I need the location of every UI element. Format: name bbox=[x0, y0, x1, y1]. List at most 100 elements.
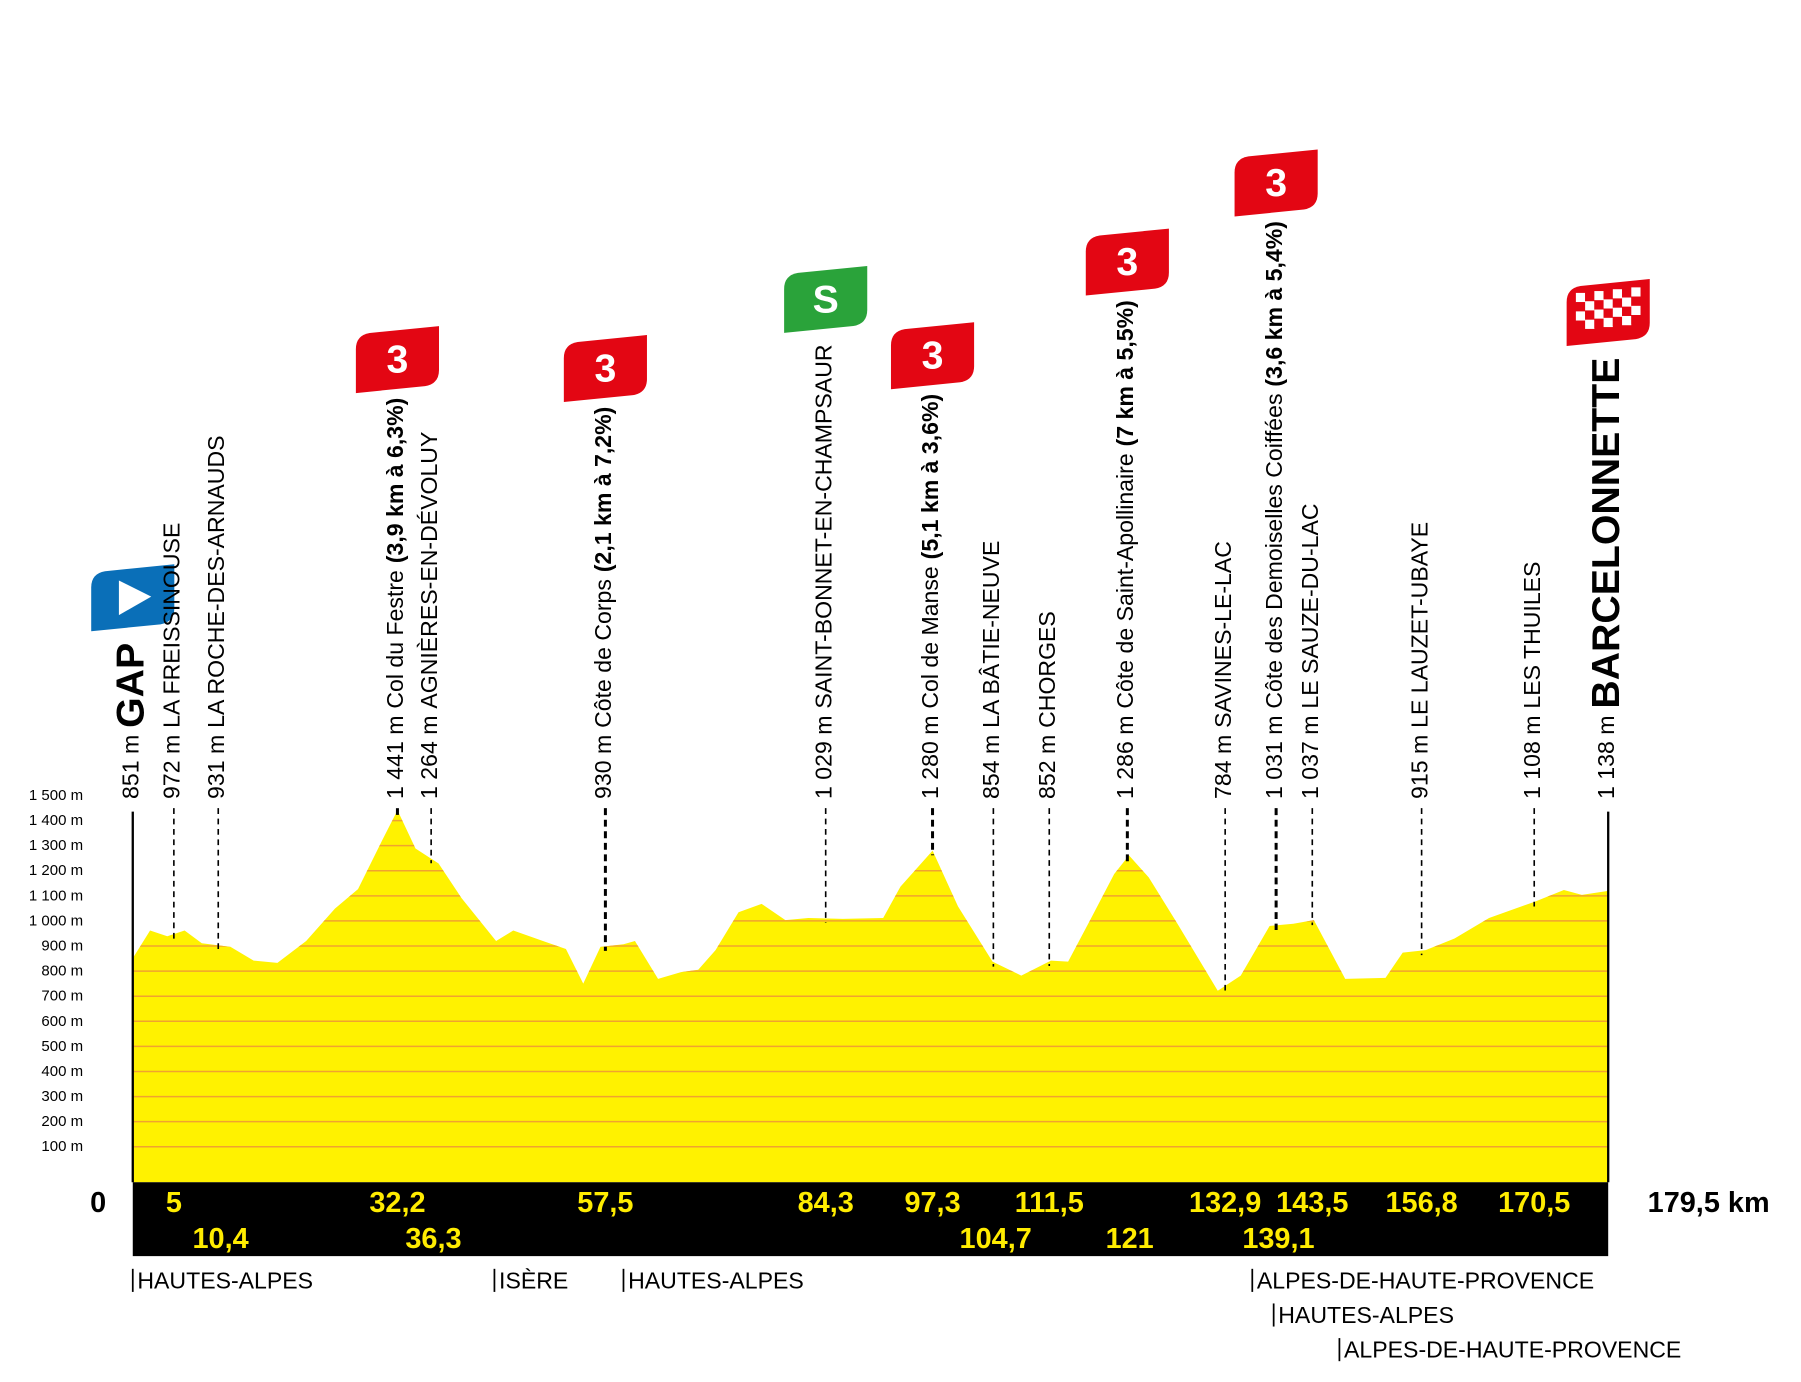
category-label: 3 bbox=[594, 347, 616, 391]
waypoint-label: 1 031 m Côte des Demoiselles Coiffées (3,6… bbox=[1261, 221, 1287, 799]
climb-detail: (7 km à 5,5%) bbox=[1112, 300, 1138, 446]
waypoint-label: 1 286 m Côte de Saint-Apollinaire (7 km à … bbox=[1112, 300, 1138, 799]
km-label: 10,4 bbox=[192, 1223, 248, 1255]
checker-square bbox=[1622, 315, 1632, 326]
distance-band bbox=[132, 1182, 1609, 1257]
waypoint-elevation: 1 029 m bbox=[810, 716, 836, 799]
checker-square bbox=[1612, 316, 1623, 327]
km-label: 111,5 bbox=[1015, 1187, 1084, 1219]
checker-square bbox=[1631, 305, 1641, 316]
checker-square bbox=[1622, 288, 1632, 298]
climb-detail: (2,1 km à 7,2%) bbox=[590, 407, 616, 572]
waypoint-label: 854 m LA BÂTIE-NEUVE bbox=[978, 541, 1004, 799]
checker-square bbox=[1594, 291, 1604, 301]
checker-square bbox=[1603, 317, 1613, 328]
y-tick-label: 100 m bbox=[41, 1138, 83, 1155]
waypoint-elevation: 1 037 m bbox=[1297, 716, 1323, 799]
department-name: HAUTES-ALPES bbox=[628, 1267, 804, 1293]
waypoint-label: 931 m LA ROCHE-DES-ARNAUDS bbox=[203, 435, 229, 798]
waypoint-name: LE SAUZE-DU-LAC bbox=[1297, 503, 1323, 708]
checker-square bbox=[1631, 296, 1641, 306]
waypoint-elevation: 1 138 m bbox=[1593, 716, 1619, 799]
waypoint-label: 851 m GAP bbox=[108, 643, 152, 799]
category-label: 3 bbox=[1116, 240, 1138, 284]
category-label: S bbox=[813, 277, 839, 321]
climb-detail: (3,9 km à 6,3%) bbox=[382, 398, 408, 563]
km-label: 32,2 bbox=[369, 1187, 425, 1219]
flag-icon bbox=[563, 335, 647, 403]
waypoint-name: Col de Manse bbox=[917, 566, 943, 708]
y-tick-label: 300 m bbox=[41, 1088, 83, 1105]
waypoint-elevation: 931 m bbox=[203, 735, 229, 799]
y-tick-label: 400 m bbox=[41, 1063, 83, 1080]
waypoint-elevation: 1 031 m bbox=[1261, 716, 1287, 799]
checker-square bbox=[1575, 320, 1586, 330]
checker-square bbox=[1612, 307, 1623, 317]
checker-square bbox=[1575, 292, 1586, 303]
waypoint-elevation: 1 280 m bbox=[917, 716, 943, 799]
y-tick-label: 1 200 m bbox=[29, 862, 83, 879]
waypoint-name: LES THUILES bbox=[1519, 562, 1545, 709]
waypoint-elevation: 915 m bbox=[1406, 735, 1432, 799]
waypoint-label: 1 138 m BARCELONNETTE bbox=[1584, 358, 1628, 799]
checker-square bbox=[1585, 310, 1595, 320]
checker-square bbox=[1585, 291, 1595, 302]
flag-icon bbox=[1085, 228, 1169, 296]
y-tick-label: 700 m bbox=[41, 988, 83, 1005]
y-tick-label: 1 400 m bbox=[29, 812, 83, 829]
km-label: 156,8 bbox=[1385, 1187, 1457, 1219]
km-label: 97,3 bbox=[904, 1187, 960, 1219]
department-name: ALPES-DE-HAUTE-PROVENCE bbox=[1344, 1337, 1681, 1363]
y-tick-label: 900 m bbox=[41, 938, 83, 955]
y-tick-label: 1 500 m bbox=[29, 787, 83, 804]
checker-square bbox=[1594, 318, 1604, 328]
km-label: 57,5 bbox=[577, 1187, 633, 1219]
y-tick-label: 1 100 m bbox=[29, 887, 83, 904]
y-tick-label: 1 300 m bbox=[29, 837, 83, 854]
km-label: 84,3 bbox=[798, 1187, 854, 1219]
waypoint-label: 1 037 m LE SAUZE-DU-LAC bbox=[1297, 503, 1323, 799]
waypoint-label: 930 m Côte de Corps (2,1 km à 7,2%) bbox=[590, 407, 616, 799]
waypoint-name: Côte de Saint-Apollinaire bbox=[1112, 453, 1138, 708]
waypoint-elevation: 851 m bbox=[117, 735, 143, 799]
waypoint-label: 1 280 m Col de Manse (5,1 km à 3,6%) bbox=[917, 394, 943, 799]
checker-square bbox=[1585, 319, 1595, 329]
km-label: 121 bbox=[1106, 1223, 1154, 1255]
waypoint-elevation: 784 m bbox=[1210, 735, 1236, 799]
checker-square bbox=[1575, 311, 1586, 321]
checker-square bbox=[1622, 306, 1632, 316]
checker-square bbox=[1622, 297, 1632, 307]
waypoint-name: CHORGES bbox=[1034, 611, 1060, 728]
checker-square bbox=[1603, 290, 1613, 300]
waypoint-name: Côte de Corps bbox=[590, 579, 616, 728]
flag-icon bbox=[355, 326, 440, 394]
department-name: HAUTES-ALPES bbox=[1278, 1302, 1454, 1328]
waypoint-elevation: 930 m bbox=[590, 735, 616, 799]
flag-icon bbox=[1234, 149, 1318, 217]
waypoint-name: SAINT-BONNET-EN-CHAMPSAUR bbox=[810, 344, 836, 708]
waypoint-label: 852 m CHORGES bbox=[1034, 611, 1060, 799]
flag-icon bbox=[890, 322, 975, 390]
waypoint-elevation: 1 286 m bbox=[1112, 716, 1138, 799]
checker bbox=[1575, 287, 1641, 330]
department-name: ALPES-DE-HAUTE-PROVENCE bbox=[1257, 1267, 1594, 1293]
y-tick-label: 1 000 m bbox=[29, 912, 83, 929]
checker-square bbox=[1575, 302, 1586, 312]
department-name: ISÈRE bbox=[499, 1267, 568, 1293]
waypoint-label: 1 264 m AGNIÈRES-EN-DÉVOLUY bbox=[416, 432, 442, 799]
department-name: HAUTES-ALPES bbox=[137, 1267, 313, 1293]
waypoint-name: LA ROCHE-DES-ARNAUDS bbox=[203, 435, 229, 727]
checker-square bbox=[1603, 308, 1613, 318]
waypoint-name: LE LAUZET-UBAYE bbox=[1406, 522, 1432, 728]
waypoint-name: BARCELONNETTE bbox=[1584, 358, 1628, 709]
climb-detail: (3,6 km à 5,4%) bbox=[1261, 221, 1287, 386]
checker-square bbox=[1603, 299, 1613, 309]
total-distance: 179,5 km bbox=[1648, 1187, 1770, 1219]
checker-square bbox=[1612, 298, 1623, 308]
y-tick-label: 500 m bbox=[41, 1038, 83, 1055]
km-label: 132,9 bbox=[1189, 1187, 1261, 1219]
category-label: 3 bbox=[922, 334, 944, 378]
waypoint-label: 1 441 m Col du Festre (3,9 km à 6,3%) bbox=[382, 398, 408, 799]
checker-square bbox=[1585, 301, 1595, 311]
